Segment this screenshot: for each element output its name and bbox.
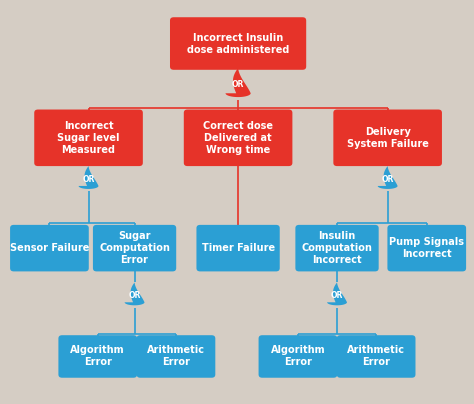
FancyBboxPatch shape [58,335,137,378]
Text: Algorithm
Error: Algorithm Error [271,345,325,368]
Text: Algorithm
Error: Algorithm Error [71,345,125,368]
FancyBboxPatch shape [10,225,89,271]
Text: Insulin
Computation
Incorrect: Insulin Computation Incorrect [301,231,373,265]
Text: OR: OR [382,175,394,184]
Text: OR: OR [232,80,244,89]
Text: OR: OR [331,291,343,300]
Text: Incorrect Insulin
dose administered: Incorrect Insulin dose administered [187,32,289,55]
FancyBboxPatch shape [333,109,442,166]
FancyBboxPatch shape [184,109,292,166]
Text: Arithmetic
Error: Arithmetic Error [147,345,205,368]
FancyBboxPatch shape [337,335,416,378]
FancyBboxPatch shape [295,225,379,271]
Text: Sugar
Computation
Error: Sugar Computation Error [99,231,170,265]
FancyBboxPatch shape [34,109,143,166]
Text: Sensor Failure: Sensor Failure [10,243,89,253]
Text: Arithmetic
Error: Arithmetic Error [347,345,405,368]
FancyBboxPatch shape [259,335,337,378]
Polygon shape [79,166,99,189]
Polygon shape [327,282,347,305]
FancyBboxPatch shape [387,225,466,271]
Text: Correct dose
Delivered at
Wrong time: Correct dose Delivered at Wrong time [203,121,273,155]
FancyBboxPatch shape [137,335,215,378]
Text: OR: OR [128,291,141,300]
Polygon shape [125,282,145,305]
Polygon shape [378,166,398,189]
FancyBboxPatch shape [93,225,176,271]
Text: OR: OR [82,175,95,184]
Polygon shape [226,68,251,97]
FancyBboxPatch shape [196,225,280,271]
FancyBboxPatch shape [170,17,306,70]
Text: Timer Failure: Timer Failure [201,243,274,253]
Text: Pump Signals
Incorrect: Pump Signals Incorrect [389,237,464,259]
Text: Delivery
System Failure: Delivery System Failure [346,127,428,149]
Text: Incorrect
Sugar level
Measured: Incorrect Sugar level Measured [57,121,120,155]
